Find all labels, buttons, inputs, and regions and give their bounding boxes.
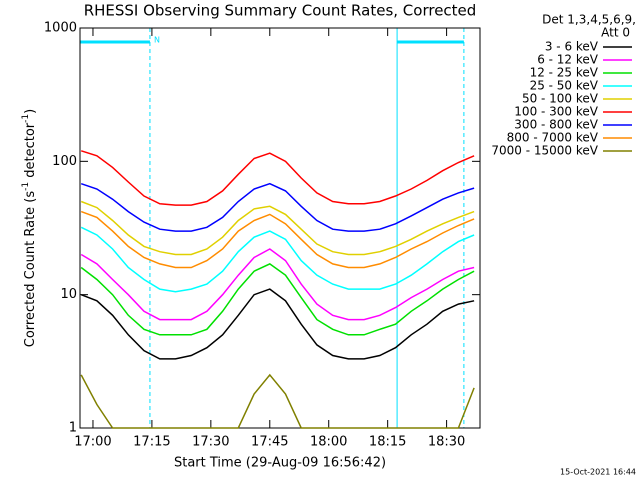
x-tick-label: 17:30 bbox=[192, 435, 229, 450]
x-tick-label: 17:00 bbox=[74, 435, 111, 450]
series-line bbox=[80, 200, 475, 256]
series-line bbox=[80, 373, 475, 429]
y-axis-label: Corrected Count Rate (s-1 detector-1) bbox=[21, 109, 38, 347]
y-tick-label: 1000 bbox=[44, 21, 77, 36]
plot-frame bbox=[79, 27, 481, 429]
x-axis-label: Start Time (29-Aug-09 16:56:42) bbox=[174, 456, 386, 471]
legend-header: Att 0 bbox=[601, 26, 630, 40]
legend-label: 6 - 12 keV bbox=[537, 53, 599, 67]
series-line bbox=[80, 263, 475, 336]
y-label-part: Corrected Count Rate (s bbox=[23, 191, 38, 348]
legend-label: 50 - 100 keV bbox=[522, 92, 599, 106]
x-tick-label: 18:30 bbox=[428, 435, 465, 450]
x-tick-label: 17:15 bbox=[133, 435, 170, 450]
y-tick-label: 1 bbox=[69, 421, 77, 436]
y-tick-label: 10 bbox=[60, 287, 77, 302]
series-line bbox=[80, 210, 475, 269]
series-line bbox=[80, 248, 475, 321]
legend-label: 3 - 6 keV bbox=[545, 40, 599, 54]
legend-label: 12 - 25 keV bbox=[530, 66, 599, 80]
y-label-sup: -1 bbox=[21, 114, 31, 123]
footer: 15-Oct-2021 16:44 bbox=[560, 468, 636, 477]
y-label-sup: -1 bbox=[21, 182, 31, 191]
x-tick-label: 18:15 bbox=[369, 435, 406, 450]
series-line bbox=[80, 150, 475, 206]
legend-label: 800 - 7000 keV bbox=[507, 131, 599, 145]
x-tick-label: 17:45 bbox=[251, 435, 288, 450]
legend-label: 100 - 300 keV bbox=[514, 105, 598, 119]
legend-label: 300 - 800 keV bbox=[514, 118, 598, 132]
legend-header: Det 1,3,4,5,6,9, bbox=[542, 13, 636, 27]
y-label-part: detector bbox=[23, 122, 38, 182]
series-line bbox=[80, 288, 475, 360]
y-tick-label: 100 bbox=[52, 154, 77, 169]
legend-label: 7000 - 15000 keV bbox=[491, 144, 598, 158]
series-line bbox=[80, 226, 475, 293]
series-line bbox=[80, 182, 475, 232]
chart-title: RHESSI Observing Summary Count Rates, Co… bbox=[84, 2, 477, 20]
flag-label: N bbox=[154, 36, 160, 45]
legend-label: 25 - 50 keV bbox=[530, 79, 599, 93]
x-tick-label: 18:00 bbox=[310, 435, 347, 450]
y-label-part: ) bbox=[23, 109, 38, 114]
